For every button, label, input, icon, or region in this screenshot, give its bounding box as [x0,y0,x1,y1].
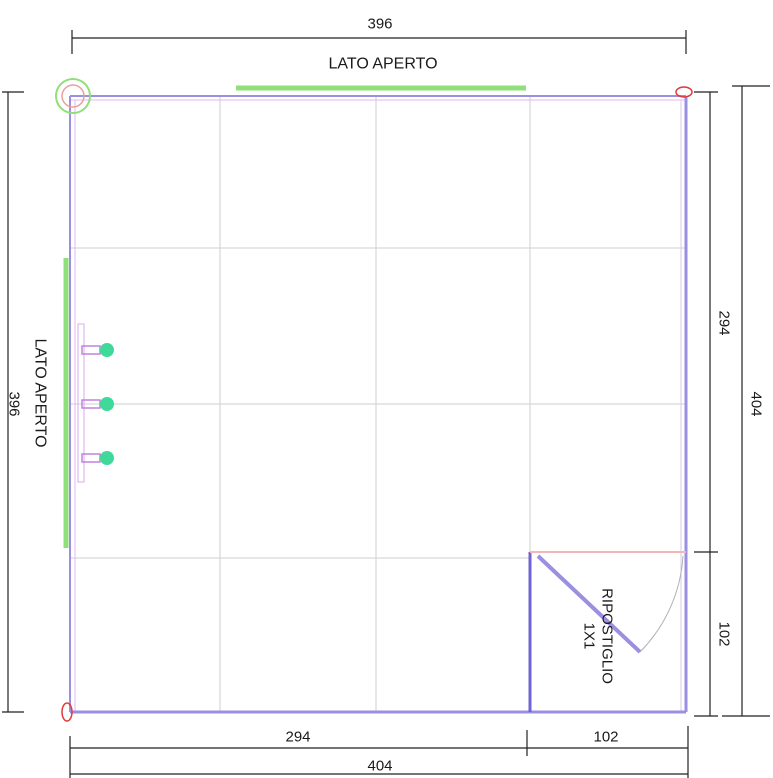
storage-door-leaf [536,554,642,654]
storage-room: RIPOSTIGLIO 1X1 [528,551,686,712]
fixture-3-bracket [81,453,101,463]
dim-right-total-value: 404 [748,391,765,416]
open-side-top-label: LATO APERTO [328,56,437,73]
corner-post-top-left-outer [55,78,91,114]
fixture-2 [81,397,114,411]
outer-walls [69,95,688,714]
dimension-lines [2,30,770,778]
corner-post-bottom-left [61,702,73,722]
dim-right-lower-value: 102 [716,621,733,646]
dim-bottom-right-value: 102 [593,729,618,746]
fixture-1-bracket [81,345,101,355]
storage-room-name: RIPOSTIGLIO [599,588,616,684]
fixture-1 [81,343,114,357]
dim-bottom-left-value: 294 [285,729,310,746]
fixture-2-head [100,397,114,411]
storage-room-size: 1X1 [581,623,598,650]
fixture-mount-bar [77,323,85,483]
floor-grid [70,96,686,712]
dim-top-total-value: 396 [367,16,392,33]
fixture-1-head [100,343,114,357]
dim-bottom-total-value: 404 [367,758,392,775]
fixture-3-head [100,451,114,465]
dim-left-total-value: 396 [6,391,23,416]
corner-post-top-right [675,86,693,98]
open-side-left-label: LATO APERTO [32,338,49,447]
dim-right-upper-value: 294 [716,310,733,335]
fixture-3 [81,451,114,465]
corner-posts [55,78,693,722]
corner-post-top-left-inner [61,84,85,108]
fixtures-strip [77,323,114,483]
storage-door-swing-arc [639,555,684,653]
